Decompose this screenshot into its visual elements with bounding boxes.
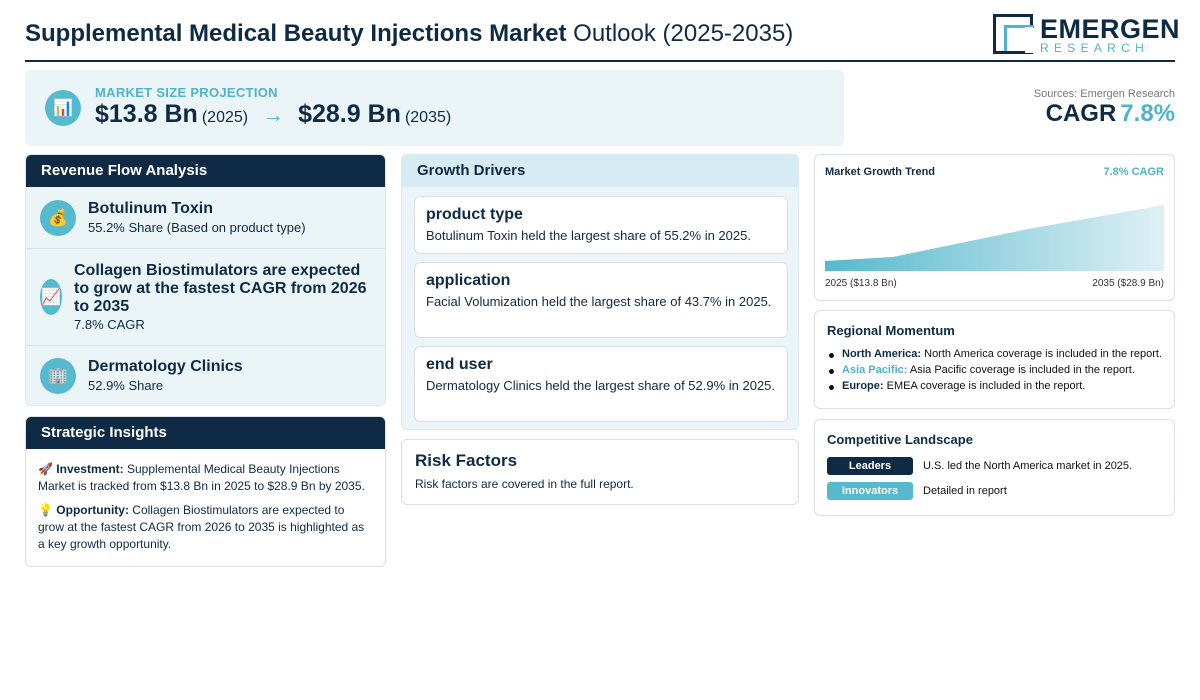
competitive-text: Detailed in report xyxy=(923,485,1007,497)
revenue-item-title: Botulinum Toxin xyxy=(88,200,214,217)
region-item: Asia Pacific: Asia Pacific coverage is i… xyxy=(827,364,1162,376)
region-name: Europe: xyxy=(842,380,884,392)
competitive-landscape-card: Competitive Landscape Leaders U.S. led t… xyxy=(814,419,1175,516)
region-item: North America: North America coverage is… xyxy=(827,348,1162,360)
revenue-item-sub: 52.9% Share xyxy=(88,378,164,393)
building-icon: 🏢 xyxy=(40,358,76,394)
page-header: Supplemental Medical Beauty Injections M… xyxy=(25,12,1180,62)
start-value: $13.8 Bn xyxy=(95,100,198,128)
driver-item: product type Botulinum Toxin held the la… xyxy=(414,196,788,254)
driver-text: Botulinum Toxin held the largest share o… xyxy=(426,228,751,243)
page-title: Supplemental Medical Beauty Injections M… xyxy=(25,20,793,48)
logo-mark-icon xyxy=(993,14,1034,54)
trending-up-icon: 📈 xyxy=(40,279,62,315)
strategic-insights-title: Strategic Insights xyxy=(26,417,385,449)
title-main: Supplemental Medical Beauty Injections M… xyxy=(25,20,567,47)
revenue-item-sub: 7.8% CAGR xyxy=(74,317,145,332)
end-value: $28.9 Bn xyxy=(298,100,401,128)
trend-start-label: 2025 ($13.8 Bn) xyxy=(825,278,897,289)
region-text: North America coverage is included in th… xyxy=(924,348,1162,360)
bar-chart-icon: 📊 xyxy=(45,90,81,126)
revenue-item: 🏢 Dermatology Clinics 52.9% Share xyxy=(26,346,385,405)
market-size-values: $13.8 Bn (2025) → $28.9 Bn (2035) xyxy=(95,100,451,129)
investment-label: Investment: xyxy=(56,462,124,476)
sources-text: Sources: Emergen Research xyxy=(1033,88,1175,100)
start-year: (2025) xyxy=(201,109,249,126)
driver-item: application Facial Volumization held the… xyxy=(414,262,788,338)
driver-text: Dermatology Clinics held the largest sha… xyxy=(426,378,776,393)
risk-factors-text: Risk factors are covered in the full rep… xyxy=(415,477,634,491)
growth-drivers-card: Growth Drivers product type Botulinum To… xyxy=(401,154,799,430)
competitive-text: U.S. led the North America market in 202… xyxy=(923,460,1133,472)
investment-insight: 🚀 Investment: Supplemental Medical Beaut… xyxy=(38,461,373,495)
revenue-item: 📈 Collagen Biostimulators are expected t… xyxy=(26,249,385,346)
revenue-item-sub: 55.2% Share (Based on product type) xyxy=(88,220,306,235)
competitive-landscape-title: Competitive Landscape xyxy=(827,432,973,447)
logo-main-text: EMERGEN xyxy=(1040,14,1181,44)
trend-area-series xyxy=(825,205,1164,271)
market-growth-trend-card: Market Growth Trend 7.8% CAGR 2025 ($13.… xyxy=(814,154,1175,301)
revenue-item-title: Collagen Biostimulators are expected to … xyxy=(74,262,367,315)
cagr-summary: CAGR 7.8% xyxy=(1046,100,1175,128)
emergen-logo[interactable]: EMERGEN RESEARCH xyxy=(993,14,1180,56)
trend-title: Market Growth Trend xyxy=(825,166,936,178)
market-size-label: MARKET SIZE PROJECTION xyxy=(95,85,278,100)
competitive-row: Innovators Detailed in report xyxy=(827,482,1162,500)
arrow-right-icon: → xyxy=(262,102,285,127)
revenue-item: 💰 Botulinum Toxin 55.2% Share (Based on … xyxy=(26,188,385,249)
regional-momentum-title: Regional Momentum xyxy=(827,323,955,338)
cagr-value: 7.8% xyxy=(1120,100,1175,127)
cagr-label: CAGR xyxy=(1045,100,1117,127)
risk-factors-card: Risk Factors Risk factors are covered in… xyxy=(401,439,799,505)
leaders-badge: Leaders xyxy=(827,457,913,475)
opportunity-insight: 💡 Opportunity: Collagen Biostimulators a… xyxy=(38,502,373,553)
driver-text: Facial Volumization held the largest sha… xyxy=(426,294,772,309)
driver-title: product type xyxy=(426,206,523,223)
risk-factors-title: Risk Factors xyxy=(415,451,518,470)
logo-sub-text: RESEARCH xyxy=(1040,41,1150,55)
end-year: (2035) xyxy=(404,109,452,126)
rocket-icon: 🚀 xyxy=(38,462,53,476)
region-text: EMEA coverage is included in the report. xyxy=(886,380,1086,392)
trend-end-label: 2035 ($28.9 Bn) xyxy=(1092,278,1164,289)
trend-cagr: 7.8% CAGR xyxy=(1103,166,1164,178)
regional-momentum-card: Regional Momentum North America: North A… xyxy=(814,310,1175,409)
revenue-flow-title: Revenue Flow Analysis xyxy=(26,155,385,187)
title-period: Outlook (2025-2035) xyxy=(573,20,794,47)
opportunity-text: Collagen Biostimulators are expected to … xyxy=(38,503,365,551)
driver-title: application xyxy=(426,272,511,289)
innovators-badge: Innovators xyxy=(827,482,913,500)
revenue-item-title: Dermatology Clinics xyxy=(88,358,243,375)
growth-drivers-title: Growth Drivers xyxy=(402,155,798,187)
lightbulb-icon: 💡 xyxy=(38,503,53,517)
trend-area-chart xyxy=(825,205,1164,271)
market-size-banner: 📊 MARKET SIZE PROJECTION $13.8 Bn (2025) →… xyxy=(25,70,844,146)
region-item: Europe: EMEA coverage is included in the… xyxy=(827,380,1162,392)
investment-text: Supplemental Medical Beauty Injections M… xyxy=(38,462,365,493)
opportunity-label: Opportunity: xyxy=(56,503,129,517)
money-bag-icon: 💰 xyxy=(40,200,76,236)
region-name: Asia Pacific: xyxy=(842,364,908,376)
revenue-flow-card: Revenue Flow Analysis 💰 Botulinum Toxin … xyxy=(25,154,386,406)
strategic-insights-card: Strategic Insights 🚀 Investment: Supplem… xyxy=(25,416,386,567)
region-text: Asia Pacific coverage is included in the… xyxy=(909,364,1135,376)
driver-title: end user xyxy=(426,356,493,373)
competitive-row: Leaders U.S. led the North America marke… xyxy=(827,457,1162,475)
region-name: North America: xyxy=(842,348,922,360)
driver-item: end user Dermatology Clinics held the la… xyxy=(414,346,788,422)
